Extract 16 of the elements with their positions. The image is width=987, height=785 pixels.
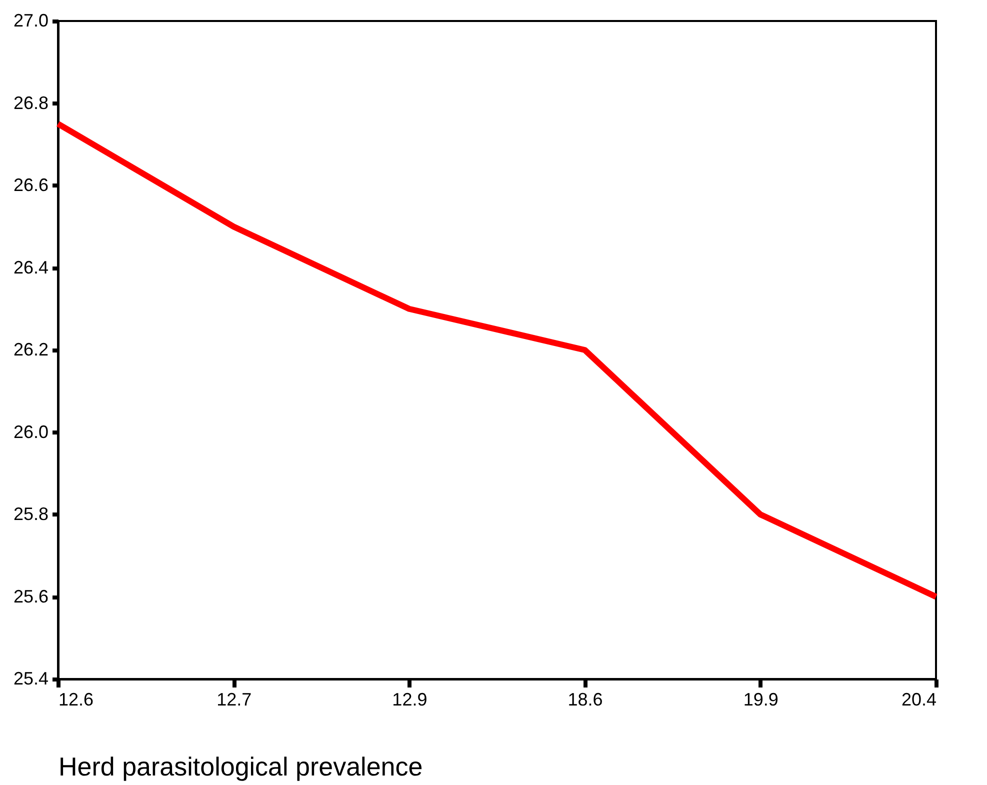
x-axis-title: Herd parasitological prevalence (58, 752, 423, 782)
y-tick-label: 27.0 (13, 10, 48, 30)
x-tick-label: 18.6 (568, 690, 603, 710)
y-tick-label: 26.6 (13, 175, 48, 195)
y-tick-label: 26.2 (13, 340, 48, 360)
y-tick-label: 26.4 (13, 257, 48, 278)
y-tick-label: 25.4 (13, 668, 48, 688)
x-tick-label: 20.4 (901, 690, 936, 710)
x-tick-label: 12.9 (392, 690, 428, 710)
x-tick-label: 12.6 (58, 690, 94, 710)
y-tick-label: 25.6 (13, 586, 48, 606)
y-tick-label: 26.8 (13, 92, 48, 113)
x-tick-label: 19.9 (743, 690, 778, 710)
y-tick-label: 26.0 (13, 422, 48, 442)
y-tick-label: 25.8 (13, 504, 48, 524)
x-tick-label: 12.7 (216, 690, 252, 710)
